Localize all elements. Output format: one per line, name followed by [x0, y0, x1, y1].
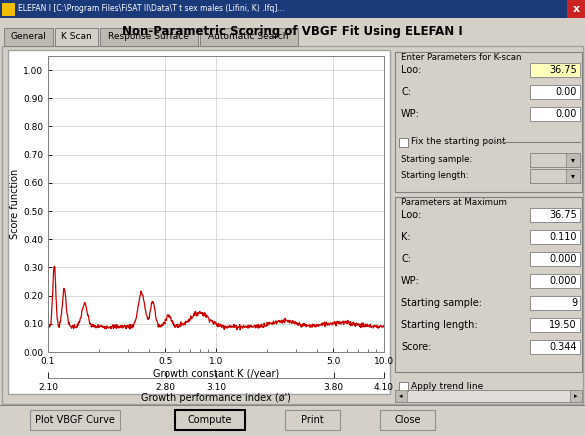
- Text: Apply trend line: Apply trend line: [411, 382, 483, 391]
- Bar: [530, 274, 580, 288]
- Text: ▸: ▸: [574, 393, 578, 399]
- Text: 0.110: 0.110: [549, 232, 577, 242]
- Bar: [54, 28, 98, 46]
- Text: 9: 9: [571, 298, 577, 308]
- Text: K:: K:: [401, 232, 411, 242]
- Text: ▾: ▾: [571, 156, 575, 164]
- Text: K Scan: K Scan: [61, 33, 91, 41]
- Y-axis label: Score function: Score function: [10, 169, 20, 239]
- Text: WP:: WP:: [401, 109, 420, 119]
- Text: Print: Print: [301, 415, 324, 425]
- Text: Fix the starting point: Fix the starting point: [411, 137, 505, 146]
- Bar: [530, 153, 580, 167]
- Bar: [567, 0, 585, 18]
- Text: Close: Close: [394, 415, 421, 425]
- Bar: [2, 46, 583, 404]
- Bar: [530, 340, 580, 354]
- Text: Plot VBGF Curve: Plot VBGF Curve: [35, 415, 115, 425]
- Bar: [566, 169, 580, 183]
- Text: Parameters at Maximum: Parameters at Maximum: [401, 198, 507, 207]
- Bar: [566, 153, 580, 167]
- Text: C:: C:: [401, 254, 411, 264]
- Text: Starting sample:: Starting sample:: [401, 298, 482, 308]
- Bar: [530, 230, 580, 244]
- Text: Non-Parametric Scoring of VBGF Fit Using ELEFAN I: Non-Parametric Scoring of VBGF Fit Using…: [122, 25, 463, 38]
- Bar: [530, 252, 580, 266]
- Bar: [30, 410, 120, 430]
- Bar: [399, 138, 408, 147]
- Text: 36.75: 36.75: [549, 210, 577, 220]
- Bar: [530, 85, 580, 99]
- Bar: [175, 410, 245, 430]
- X-axis label: Growth performance index (ø'): Growth performance index (ø'): [141, 393, 291, 403]
- Text: Starting sample:: Starting sample:: [401, 156, 472, 164]
- Bar: [395, 390, 407, 402]
- Text: Starting length:: Starting length:: [401, 320, 477, 330]
- Text: ELEFAN I [C:\Program Files\FiSAT II\Data\T t sex males (Lifini, K) .lfq]...: ELEFAN I [C:\Program Files\FiSAT II\Data…: [18, 4, 284, 14]
- Bar: [530, 296, 580, 310]
- Text: Loo:: Loo:: [401, 65, 421, 75]
- Text: 0.000: 0.000: [549, 254, 577, 264]
- Text: ◂: ◂: [399, 393, 402, 399]
- Bar: [530, 318, 580, 332]
- Bar: [285, 410, 340, 430]
- Text: x: x: [573, 4, 580, 14]
- Bar: [530, 63, 580, 77]
- Bar: [2, 3, 15, 16]
- Bar: [395, 390, 582, 402]
- Text: 0.00: 0.00: [556, 87, 577, 97]
- Text: Starting length:: Starting length:: [401, 171, 469, 181]
- Text: General: General: [11, 33, 46, 41]
- Text: Response Surface: Response Surface: [108, 33, 189, 41]
- Text: Enter Parameters for K-scan: Enter Parameters for K-scan: [401, 53, 521, 62]
- Text: Automatic Search: Automatic Search: [208, 33, 289, 41]
- Bar: [530, 107, 580, 121]
- Text: ▾: ▾: [571, 171, 575, 181]
- Bar: [399, 382, 408, 391]
- Text: Score:: Score:: [401, 342, 431, 352]
- Bar: [4, 28, 53, 46]
- Text: 0.000: 0.000: [549, 276, 577, 286]
- Text: 0.00: 0.00: [556, 109, 577, 119]
- Bar: [530, 208, 580, 222]
- Bar: [8, 50, 390, 394]
- Text: 36.75: 36.75: [549, 65, 577, 75]
- Bar: [570, 390, 582, 402]
- Text: 19.50: 19.50: [549, 320, 577, 330]
- Text: Loo:: Loo:: [401, 210, 421, 220]
- Bar: [380, 410, 435, 430]
- Text: C:: C:: [401, 87, 411, 97]
- Bar: [395, 197, 582, 372]
- Bar: [395, 52, 582, 192]
- Bar: [530, 169, 580, 183]
- Bar: [199, 28, 298, 46]
- Bar: [99, 28, 198, 46]
- Text: 0.344: 0.344: [549, 342, 577, 352]
- X-axis label: Growth constant K (/year): Growth constant K (/year): [153, 369, 279, 378]
- Bar: [0, 0, 585, 18]
- Text: WP:: WP:: [401, 276, 420, 286]
- Text: Compute: Compute: [188, 415, 232, 425]
